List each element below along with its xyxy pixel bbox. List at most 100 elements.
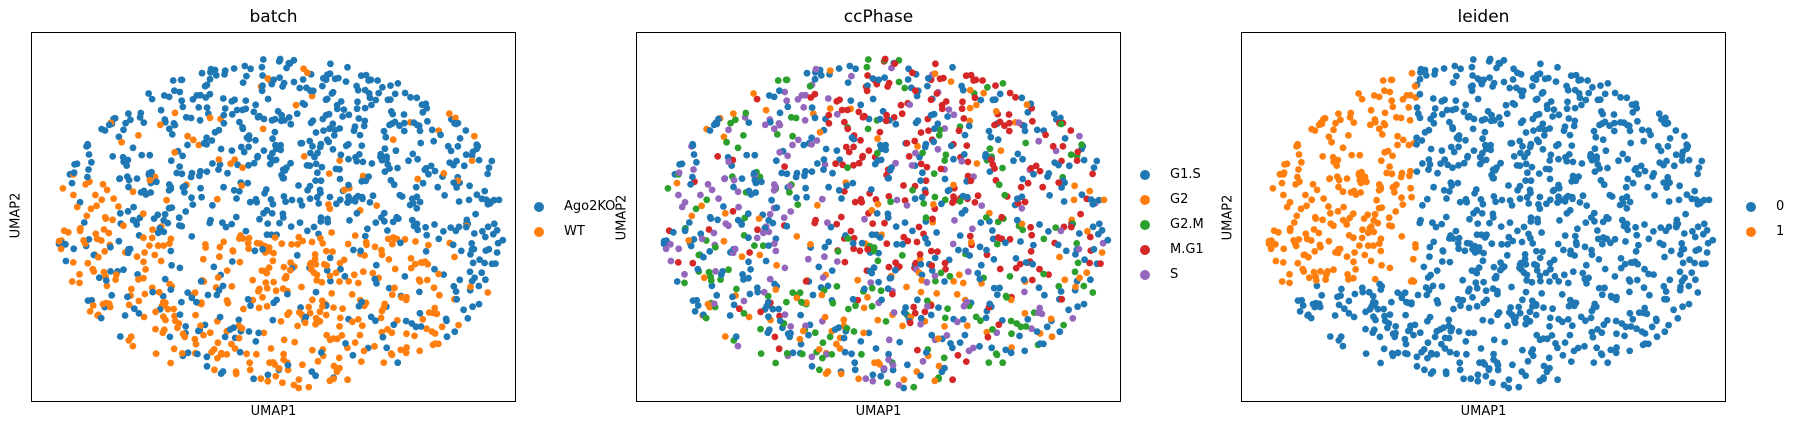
scatter-point bbox=[1622, 323, 1630, 331]
scatter-point bbox=[1391, 182, 1399, 190]
scatter-point bbox=[1695, 164, 1703, 172]
scatter-point bbox=[280, 336, 288, 344]
scatter-point bbox=[1490, 356, 1497, 363]
scatter-point bbox=[941, 175, 949, 183]
scatter-point bbox=[253, 350, 260, 358]
scatter-point bbox=[1299, 265, 1307, 273]
scatter-point bbox=[252, 101, 260, 109]
scatter-point bbox=[323, 331, 331, 339]
scatter-point bbox=[118, 138, 125, 146]
scatter-point bbox=[1536, 193, 1544, 201]
scatter-point bbox=[1331, 312, 1339, 319]
scatter-point bbox=[934, 145, 942, 153]
scatter-point bbox=[311, 251, 319, 258]
scatter-point bbox=[733, 285, 740, 293]
scatter-point bbox=[811, 75, 819, 83]
scatter-point bbox=[336, 259, 344, 267]
scatter-point bbox=[1041, 291, 1048, 299]
scatter-point bbox=[1505, 182, 1512, 189]
scatter-point bbox=[337, 151, 345, 159]
scatter-point bbox=[1566, 131, 1574, 139]
scatter-point bbox=[270, 278, 277, 286]
scatter-point bbox=[423, 276, 431, 284]
scatter-point bbox=[288, 240, 295, 248]
scatter-point bbox=[1326, 333, 1334, 340]
scatter-point bbox=[1461, 247, 1469, 255]
scatter-point bbox=[1413, 168, 1421, 176]
scatter-point bbox=[481, 187, 489, 195]
scatter-point bbox=[1295, 151, 1303, 158]
scatter-point bbox=[482, 196, 490, 204]
scatter-point bbox=[917, 372, 924, 380]
scatter-point bbox=[244, 179, 252, 187]
scatter-point bbox=[1313, 186, 1321, 194]
scatter-point bbox=[851, 359, 859, 367]
scatter-point bbox=[317, 214, 325, 222]
scatter-point bbox=[265, 244, 273, 251]
scatter-point bbox=[1423, 291, 1431, 299]
scatter-point bbox=[858, 239, 866, 247]
scatter-point bbox=[793, 194, 800, 202]
scatter-point bbox=[201, 82, 209, 90]
scatter-point bbox=[1489, 379, 1496, 387]
scatter-point bbox=[296, 219, 304, 227]
scatter-point bbox=[833, 220, 841, 228]
scatter-point bbox=[1344, 271, 1351, 278]
scatter-point bbox=[1438, 97, 1446, 105]
scatter-point bbox=[887, 274, 895, 282]
scatter-point bbox=[203, 362, 211, 370]
scatter-point bbox=[411, 332, 418, 340]
scatter-point bbox=[845, 305, 852, 313]
scatter-point bbox=[456, 276, 464, 284]
scatter-point bbox=[1579, 269, 1587, 277]
scatter-point bbox=[1676, 182, 1683, 190]
scatter-point bbox=[1388, 170, 1396, 178]
scatter-point bbox=[203, 353, 211, 361]
scatter-point bbox=[452, 120, 460, 128]
scatter-point bbox=[1074, 303, 1081, 311]
scatter-point bbox=[1526, 308, 1534, 316]
scatter-point bbox=[1078, 191, 1086, 199]
scatter-point bbox=[730, 301, 738, 309]
scatter-point bbox=[960, 151, 968, 158]
scatter-point bbox=[300, 153, 308, 160]
scatter-point bbox=[1061, 135, 1069, 142]
scatter-point bbox=[1274, 228, 1282, 236]
scatter-point bbox=[257, 375, 265, 383]
scatter-point bbox=[1629, 315, 1637, 323]
scatter-point bbox=[465, 196, 473, 204]
scatter-point bbox=[1030, 241, 1037, 249]
scatter-point bbox=[862, 375, 870, 383]
scatter-point bbox=[776, 87, 783, 95]
scatter-point bbox=[1467, 375, 1475, 383]
scatter-point bbox=[141, 290, 149, 298]
scatter-point bbox=[1352, 266, 1359, 273]
scatter-point bbox=[262, 186, 270, 193]
scatter-point bbox=[129, 216, 137, 224]
scatter-point bbox=[1621, 332, 1628, 340]
scatter-point bbox=[188, 294, 196, 302]
legend-label: S bbox=[1170, 267, 1179, 282]
scatter-point bbox=[824, 219, 831, 227]
scatter-point bbox=[349, 351, 357, 359]
scatter-point bbox=[1474, 220, 1482, 228]
scatter-point bbox=[1591, 145, 1599, 153]
scatter-point bbox=[801, 116, 809, 124]
scatter-point bbox=[1568, 322, 1576, 330]
scatter-point bbox=[808, 104, 816, 111]
scatter-point bbox=[293, 110, 301, 118]
scatter-point bbox=[1385, 214, 1393, 222]
scatter-point bbox=[1449, 164, 1456, 172]
scatter-point bbox=[905, 153, 913, 160]
scatter-point bbox=[195, 141, 203, 149]
scatter-point bbox=[768, 196, 775, 204]
scatter-point bbox=[369, 269, 377, 277]
scatter-point bbox=[348, 291, 356, 298]
scatter-point bbox=[1413, 141, 1420, 148]
scatter-point bbox=[1521, 251, 1529, 258]
scatter-point bbox=[336, 364, 343, 372]
scatter-point bbox=[328, 229, 335, 236]
scatter-point bbox=[1386, 163, 1393, 171]
scatter-point bbox=[425, 241, 432, 249]
scatter-point bbox=[802, 184, 809, 192]
